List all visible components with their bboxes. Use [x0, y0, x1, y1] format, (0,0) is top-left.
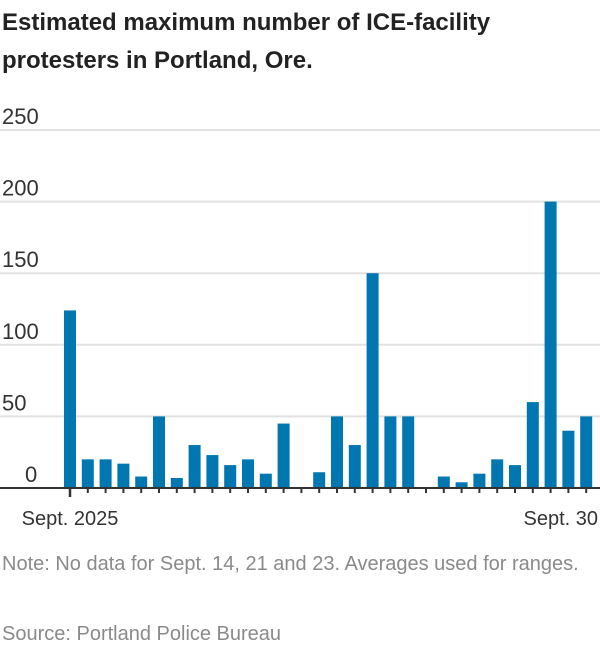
- bar: [544, 201, 557, 488]
- x-tick-label: Sept. 2025: [22, 508, 119, 530]
- y-tick-label: 50: [2, 390, 26, 415]
- bar: [242, 459, 254, 488]
- bar: [509, 465, 521, 488]
- bar: [437, 476, 450, 488]
- bar: [366, 273, 379, 488]
- bar: [580, 416, 593, 488]
- bar: [402, 416, 415, 488]
- y-tick-label: 100: [2, 319, 39, 344]
- y-tick-label: 150: [2, 247, 39, 272]
- y-tick-label: 200: [2, 176, 39, 201]
- bar: [188, 445, 201, 488]
- bar: [99, 459, 112, 488]
- bar: [526, 402, 539, 488]
- x-tick-label: Sept. 30: [523, 508, 598, 530]
- bar: [153, 416, 165, 488]
- bar: [348, 445, 361, 488]
- bar: [81, 459, 94, 488]
- bar: [206, 455, 219, 488]
- y-tick-label: 250: [2, 104, 39, 129]
- bar: [277, 423, 290, 488]
- bar: [224, 465, 237, 488]
- bar: [117, 463, 130, 488]
- bar: [491, 459, 504, 488]
- chart-title: Estimated maximum number of ICE-facility…: [2, 9, 491, 74]
- bar: [384, 416, 397, 488]
- bar: [64, 310, 76, 488]
- bar: [313, 472, 326, 488]
- bar: [259, 473, 272, 488]
- bar: [170, 477, 183, 488]
- bar: [562, 430, 575, 488]
- bar: [331, 416, 343, 488]
- bar: [455, 482, 468, 488]
- chart-note: Note: No data for Sept. 14, 21 and 23. A…: [2, 553, 579, 575]
- chart-source: Source: Portland Police Bureau: [2, 623, 282, 645]
- bar: [473, 473, 486, 488]
- bar-chart: 0 50 100 150 200 250 Sept. 2025 Sept. 30: [0, 104, 600, 530]
- y-tick-label: 0: [25, 462, 37, 487]
- bar: [135, 476, 148, 488]
